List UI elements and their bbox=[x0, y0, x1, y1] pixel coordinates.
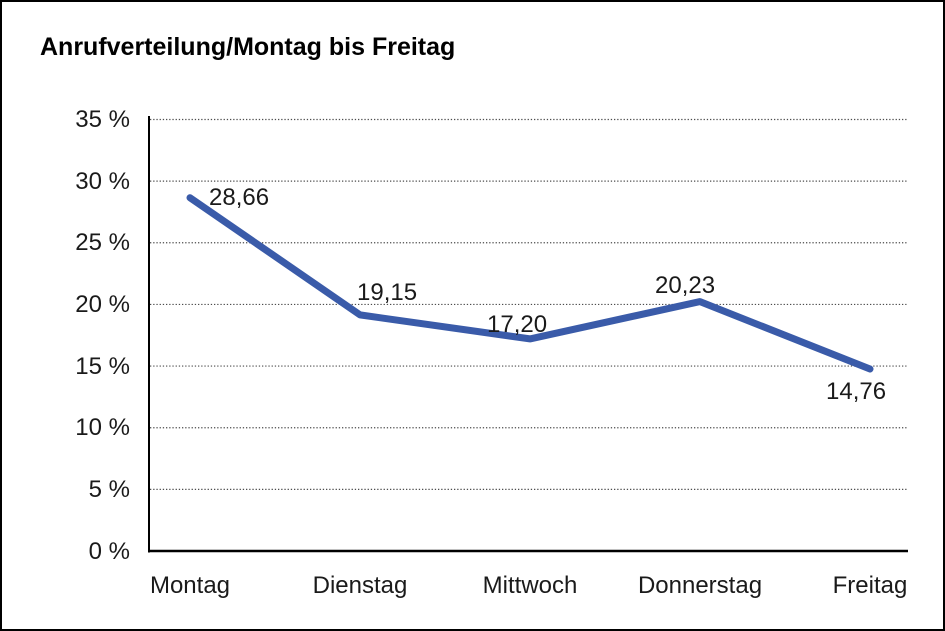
point-label-freitag: 14,76 bbox=[826, 378, 887, 405]
x-tick-label-freitag: Freitag bbox=[832, 572, 908, 599]
point-label-montag: 28,66 bbox=[209, 183, 270, 211]
y-tick-label-25: 25 % bbox=[75, 229, 130, 257]
x-tick-label-donnerstag: Donnerstag bbox=[637, 572, 763, 599]
y-tick-label-0: 0 % bbox=[88, 537, 130, 565]
y-tick-label-30: 30 % bbox=[75, 167, 130, 195]
y-tick-label-35: 35 % bbox=[75, 106, 130, 133]
y-tick-label-20: 20 % bbox=[75, 290, 130, 318]
chart-title: Anrufverteilung/Montag bis Freitag bbox=[40, 33, 456, 61]
y-tick-label-10: 10 % bbox=[75, 414, 130, 442]
point-label-donnerstag: 20,23 bbox=[655, 271, 716, 299]
y-tick-label-15: 15 % bbox=[75, 352, 130, 380]
x-tick-label-montag: Montag bbox=[149, 572, 231, 599]
x-tick-label-mittwoch: Mittwoch bbox=[482, 572, 578, 599]
point-label-dienstag: 19,15 bbox=[357, 278, 418, 306]
y-tick-label-5: 5 % bbox=[88, 475, 130, 503]
series-line-anrufverteilung bbox=[186, 194, 874, 373]
point-label-mittwoch: 17,20 bbox=[487, 310, 548, 338]
x-tick-label-dienstag: Dienstag bbox=[312, 572, 408, 599]
